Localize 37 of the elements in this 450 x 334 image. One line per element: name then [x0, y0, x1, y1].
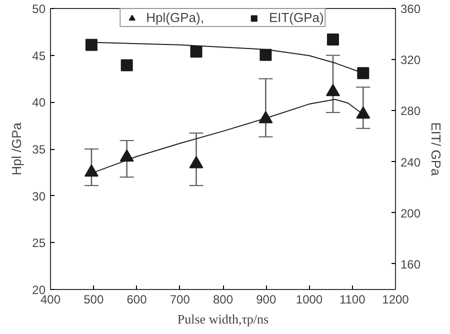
point: [190, 46, 202, 58]
x-tick-label: 400: [40, 292, 61, 306]
y2-axis-title: EIT/ GPa: [428, 122, 444, 176]
legend-label: Hpl(GPa),: [146, 10, 204, 25]
y-tick-label: 45: [32, 48, 46, 63]
point: [84, 164, 98, 177]
y2-tick-label: 160: [400, 257, 421, 272]
x-tick-label: 1200: [382, 292, 410, 306]
x-tick-label: 500: [84, 292, 104, 306]
y-tick-label: 35: [32, 142, 46, 156]
y-tick-label: 40: [32, 96, 46, 110]
point: [260, 48, 272, 61]
point: [356, 106, 370, 119]
y2-tick-label: 240: [400, 155, 421, 170]
point: [120, 59, 133, 72]
x-tick-label: 900: [256, 292, 276, 306]
y2-tick-label: 200: [400, 206, 421, 220]
x-tick-label: 600: [126, 292, 148, 306]
x-tick-label: 1100: [339, 292, 366, 306]
point: [326, 84, 340, 96]
y-tick-label: 50: [32, 2, 46, 16]
point: [189, 156, 204, 168]
y2-tick-label: 320: [400, 53, 421, 68]
point: [326, 34, 339, 46]
y2-tick-label: 280: [400, 104, 421, 118]
legend-label: EIT(GPa): [268, 10, 324, 25]
y-tick-label: 30: [32, 189, 46, 204]
y-axis-title: Hpl /GPa: [9, 122, 24, 176]
y-tick-label: 25: [32, 236, 46, 250]
x-tick-label: 1000: [296, 292, 323, 306]
x-axis-title: Pulse width,τp/ns: [177, 312, 269, 326]
point: [357, 67, 370, 80]
y2-tick-label: 360: [400, 2, 421, 16]
x-tick-label: 700: [170, 292, 190, 306]
point: [85, 38, 98, 51]
x-tick-label: 800: [212, 292, 234, 306]
point: [258, 111, 273, 124]
